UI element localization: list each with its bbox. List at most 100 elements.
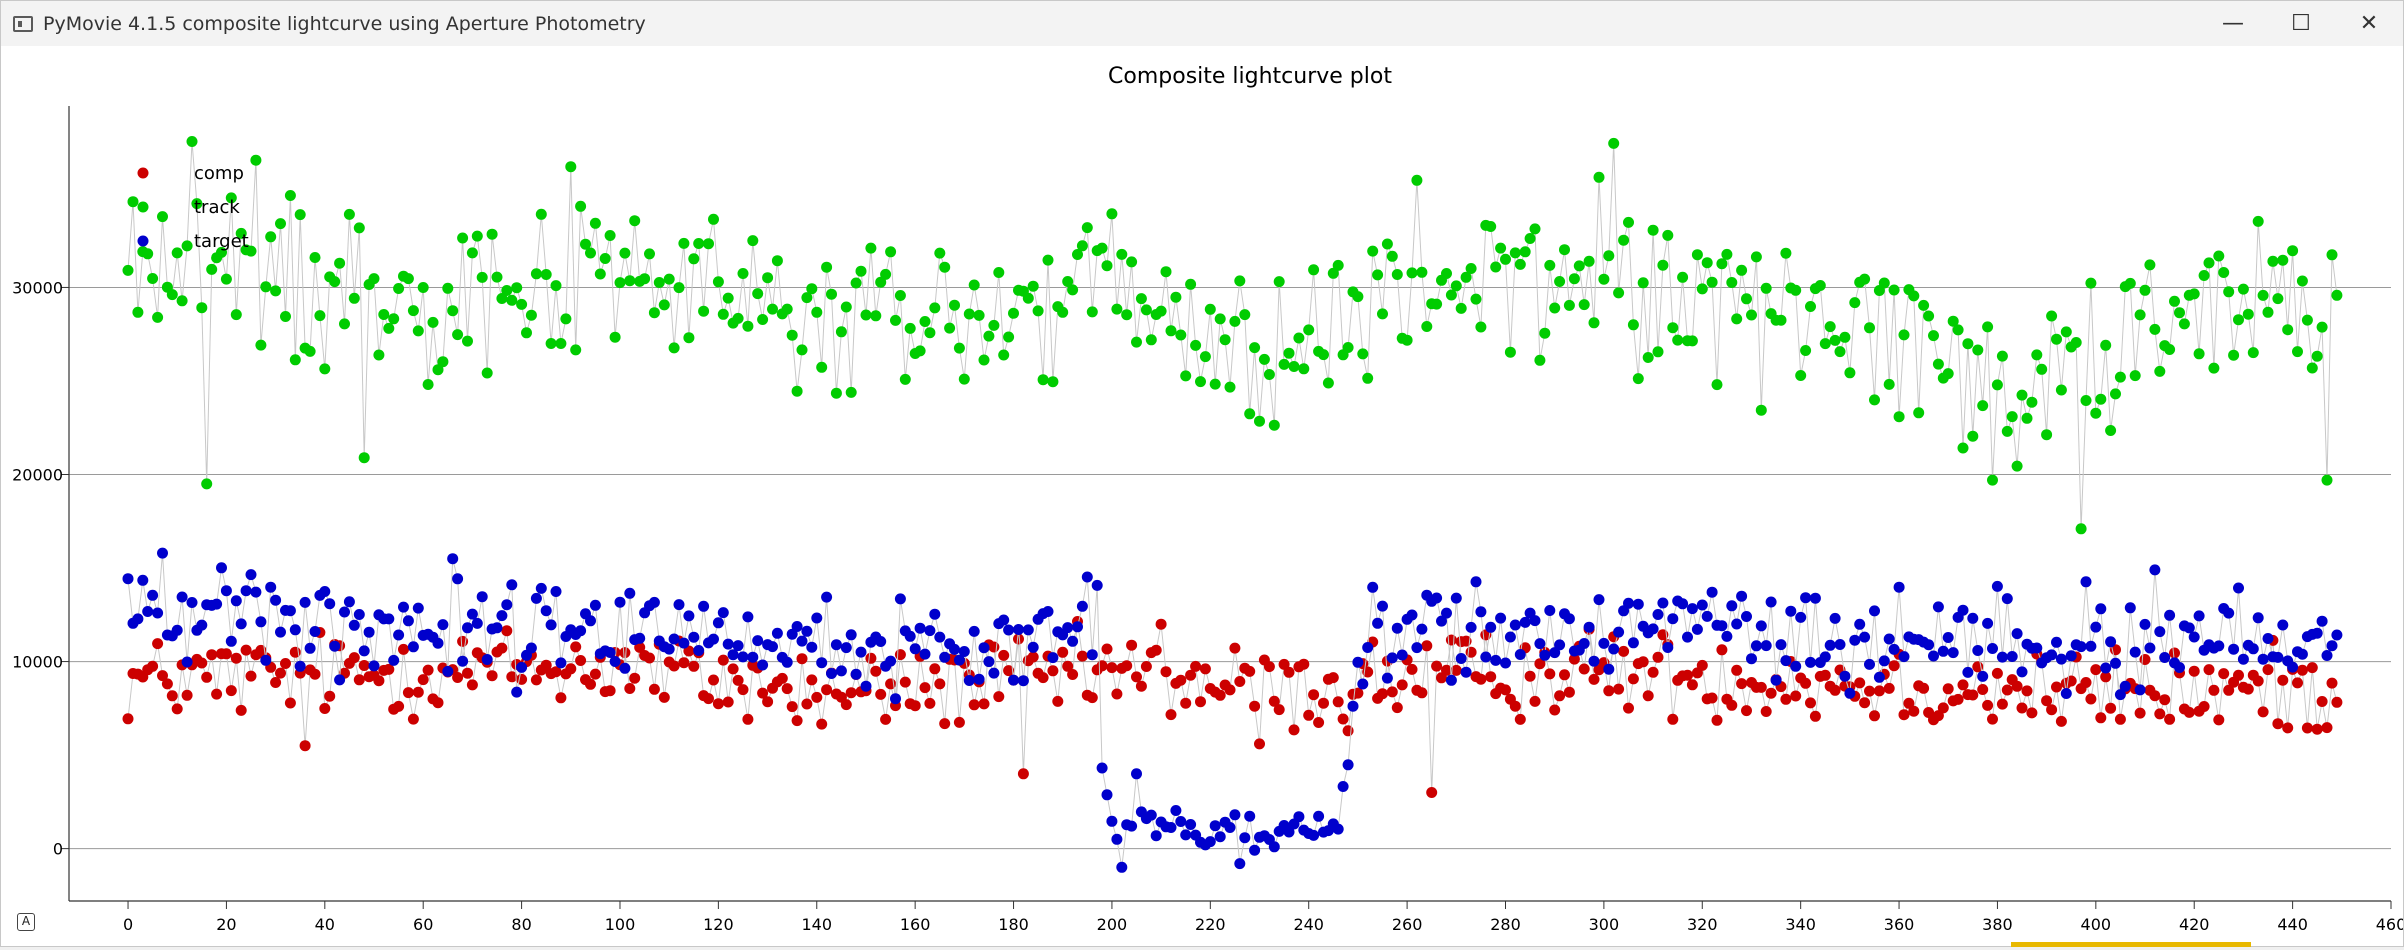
data-point-comp bbox=[358, 660, 370, 671]
data-point-track bbox=[1490, 261, 1502, 273]
data-point-track bbox=[993, 267, 1005, 278]
data-point-target bbox=[1873, 671, 1885, 683]
data-point-target bbox=[1244, 810, 1256, 822]
data-point-target bbox=[1947, 647, 1959, 659]
data-point-track bbox=[2026, 396, 2038, 408]
data-point-comp bbox=[585, 678, 596, 690]
data-point-track bbox=[845, 386, 857, 398]
data-point-comp bbox=[1475, 673, 1487, 685]
data-point-track bbox=[201, 478, 213, 490]
data-point-target bbox=[2257, 653, 2269, 665]
data-point-target bbox=[211, 598, 223, 610]
data-point-track bbox=[1967, 430, 1979, 442]
data-point-track bbox=[1308, 264, 1320, 276]
data-point-track bbox=[275, 218, 286, 230]
data-point-target bbox=[2100, 662, 2112, 674]
data-point-comp bbox=[2198, 701, 2210, 712]
data-point-comp bbox=[978, 698, 990, 710]
data-point-target bbox=[850, 668, 862, 680]
data-point-target bbox=[1406, 609, 1418, 621]
data-point-track bbox=[506, 294, 518, 306]
data-point-track bbox=[1800, 345, 1812, 356]
data-point-target bbox=[953, 654, 965, 666]
data-point-track bbox=[1067, 284, 1079, 296]
data-point-comp bbox=[540, 659, 552, 671]
plot-widget[interactable]: Composite lightcurve plot 0 10000 20000 3000… bbox=[1, 46, 2404, 946]
data-point-target bbox=[284, 605, 296, 617]
data-point-comp bbox=[555, 692, 567, 704]
data-point-track bbox=[1416, 266, 1428, 278]
data-point-comp bbox=[1199, 663, 1211, 675]
data-point-target bbox=[2011, 628, 2023, 640]
data-point-track bbox=[988, 319, 1000, 331]
data-point-track bbox=[1126, 256, 1138, 268]
data-point-comp bbox=[2188, 665, 2200, 677]
data-point-comp bbox=[1465, 646, 1477, 658]
data-point-track bbox=[1706, 276, 1718, 288]
data-point-comp bbox=[245, 670, 257, 682]
data-point-target bbox=[963, 675, 975, 686]
data-point-target bbox=[1268, 841, 1280, 853]
data-point-track bbox=[1632, 373, 1644, 385]
data-point-comp bbox=[2223, 684, 2235, 696]
data-point-target bbox=[1175, 816, 1187, 827]
data-point-track bbox=[358, 452, 370, 464]
data-point-target bbox=[2213, 640, 2225, 652]
data-point-comp bbox=[1421, 640, 1433, 652]
data-point-target bbox=[1942, 632, 1954, 643]
data-point-track bbox=[1219, 334, 1231, 346]
data-point-target bbox=[2139, 618, 2151, 630]
data-point-track bbox=[457, 232, 469, 244]
data-point-target bbox=[334, 674, 346, 686]
data-point-track bbox=[1076, 240, 1088, 252]
data-point-track bbox=[683, 332, 695, 344]
data-point-track bbox=[939, 261, 951, 273]
data-point-track bbox=[1578, 299, 1590, 311]
data-point-comp bbox=[1667, 713, 1679, 725]
data-point-target bbox=[2016, 666, 2028, 678]
data-point-comp bbox=[2262, 664, 2274, 676]
y-tick-label: 30000 bbox=[12, 278, 63, 297]
data-point-comp bbox=[1647, 666, 1659, 678]
data-point-track bbox=[1342, 342, 1354, 353]
data-point-track bbox=[762, 272, 774, 284]
data-point-target bbox=[668, 633, 680, 645]
data-point-target bbox=[1441, 607, 1452, 619]
data-point-track bbox=[289, 354, 301, 366]
close-button[interactable]: ✕ bbox=[2359, 11, 2379, 36]
maximize-button[interactable]: ☐ bbox=[2291, 11, 2311, 36]
data-point-target bbox=[447, 553, 459, 565]
data-point-target bbox=[1613, 626, 1625, 638]
data-point-comp bbox=[1377, 688, 1388, 700]
data-point-comp bbox=[1500, 684, 1511, 696]
data-point-target bbox=[2326, 640, 2338, 652]
x-tick-label: 320 bbox=[1687, 915, 1718, 934]
data-point-track bbox=[2228, 349, 2240, 361]
minimize-button[interactable]: — bbox=[2222, 11, 2244, 36]
data-point-comp bbox=[407, 713, 419, 725]
data-point-track bbox=[402, 273, 414, 285]
title-bar[interactable]: PyMovie 4.1.5 composite lightcurve using… bbox=[1, 1, 2403, 46]
data-point-track bbox=[1637, 277, 1649, 289]
data-point-target bbox=[826, 668, 837, 679]
series-line-track bbox=[127, 141, 2338, 529]
data-point-comp bbox=[1121, 660, 1133, 672]
data-point-target bbox=[176, 591, 188, 603]
x-tick-label: 100 bbox=[605, 915, 636, 934]
data-point-target bbox=[2233, 582, 2244, 594]
data-point-comp bbox=[1957, 679, 1969, 691]
auto-range-button[interactable]: A bbox=[17, 913, 35, 931]
data-point-track bbox=[801, 292, 813, 304]
data-point-target bbox=[698, 600, 710, 612]
data-point-target bbox=[1662, 642, 1674, 653]
data-point-track bbox=[1652, 346, 1664, 358]
data-point-target bbox=[1632, 598, 1644, 610]
data-point-target bbox=[402, 615, 414, 627]
data-point-track bbox=[1888, 284, 1900, 296]
data-point-target bbox=[1928, 650, 1939, 662]
data-point-comp bbox=[530, 674, 542, 686]
data-point-target bbox=[801, 625, 813, 637]
data-point-target bbox=[437, 619, 449, 631]
lightcurve-chart[interactable]: Composite lightcurve plot010000200003000… bbox=[1, 46, 2404, 946]
data-point-target bbox=[388, 654, 400, 666]
